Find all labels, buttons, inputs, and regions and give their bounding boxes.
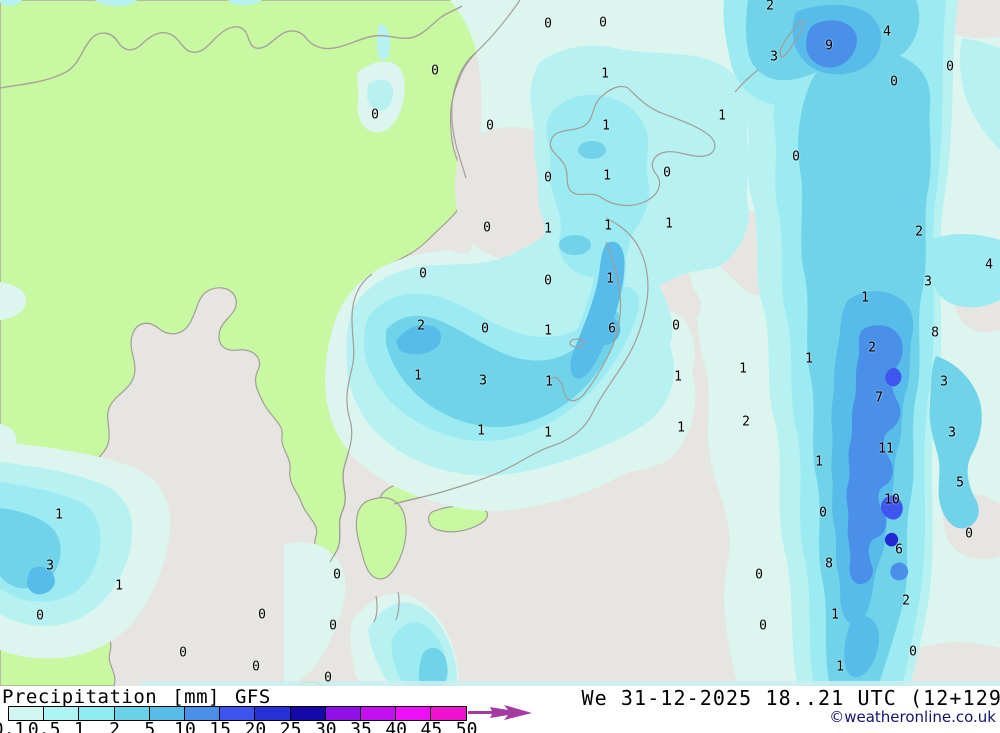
scale-tick-label: 20 xyxy=(244,719,267,733)
datetime-label: We 31-12-2025 18..21 UTC (12+129 xyxy=(581,686,1000,710)
scale-tick-label: 45 xyxy=(420,719,443,733)
color-scale-cell xyxy=(360,707,397,720)
bottom-edge-strip xyxy=(140,681,1000,686)
scale-tick-label: 10 xyxy=(174,719,196,733)
precip-level-20 xyxy=(885,532,899,547)
color-scale-cell xyxy=(220,707,256,720)
scale-arrow-icon xyxy=(468,705,532,720)
model-label: GFS xyxy=(234,686,271,708)
scale-tick-label: 35 xyxy=(350,719,372,733)
scale-tick-label: 5 xyxy=(144,719,156,733)
scale-tick-label: 50 xyxy=(455,719,478,733)
color-scale-cell xyxy=(9,707,45,720)
parameter-label: Precipitation xyxy=(2,686,158,708)
color-scale-cell xyxy=(255,707,291,720)
color-scale-cell xyxy=(44,707,80,720)
legend-title: Precipitation [mm] GFS xyxy=(2,686,271,708)
color-scale-cell xyxy=(290,707,326,720)
coastline-overlay xyxy=(329,0,805,623)
scale-tick-label: 30 xyxy=(314,719,337,733)
border-line xyxy=(0,5,463,89)
color-scale-bar xyxy=(8,706,468,721)
scale-tick-label: 40 xyxy=(385,719,408,733)
precip-level-10 xyxy=(806,20,909,584)
legend-panel: Precipitation [mm] GFS We 31-12-2025 18.… xyxy=(0,686,1000,733)
color-scale-cell xyxy=(396,707,432,720)
scale-tick-label: 25 xyxy=(279,719,302,733)
precip-level-15 xyxy=(880,368,903,520)
color-scale-cell xyxy=(431,707,467,720)
scale-tick-label: 15 xyxy=(209,719,232,733)
scale-tick-label: 0.1 xyxy=(0,719,26,733)
color-scale-cell xyxy=(184,707,221,720)
unit-label: [mm] xyxy=(172,686,220,708)
scale-tick-label: 0.5 xyxy=(27,719,61,733)
color-scale-cell xyxy=(149,707,185,720)
color-scale-cell xyxy=(114,707,150,720)
scale-tick-label: 1 xyxy=(73,719,85,733)
color-scale-cell xyxy=(325,707,361,720)
color-scale-cell xyxy=(79,707,115,720)
scale-tick-label: 2 xyxy=(109,719,121,733)
land-kyushu xyxy=(355,497,407,580)
copyright-label: ©weatheronline.co.uk xyxy=(829,708,996,726)
map-canvas xyxy=(0,0,1000,686)
